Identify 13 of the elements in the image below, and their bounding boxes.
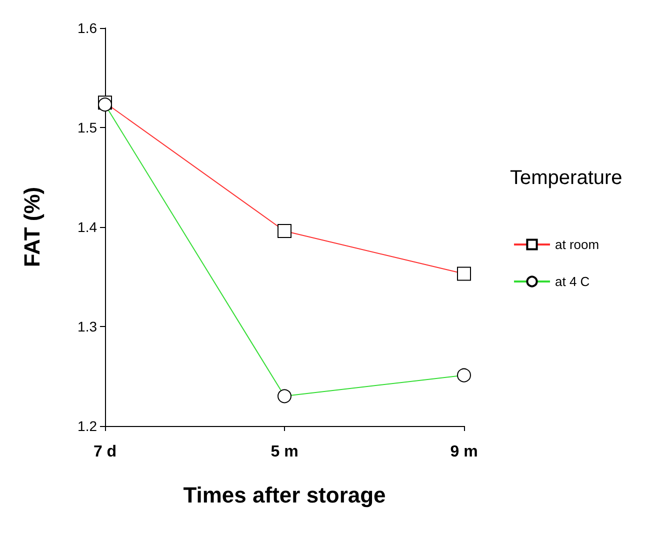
x-axis-title: Times after storage (183, 482, 386, 508)
legend-title: Temperature (510, 167, 622, 189)
legend-label: at room (555, 237, 600, 252)
y-tick-label: 1.3 (78, 318, 98, 334)
y-tick-label: 1.6 (78, 20, 98, 36)
y-tick-label: 1.4 (78, 219, 98, 235)
legend-label: at 4 C (555, 274, 590, 289)
x-tick-label: 9 m (450, 444, 478, 460)
y-axis-title: FAT (%) (20, 186, 44, 268)
x-tick-label: 7 d (93, 444, 117, 460)
y-tick-label: 1.2 (78, 418, 98, 434)
x-tick-label: 5 m (270, 444, 298, 460)
y-tick-label: 1.5 (78, 120, 98, 136)
